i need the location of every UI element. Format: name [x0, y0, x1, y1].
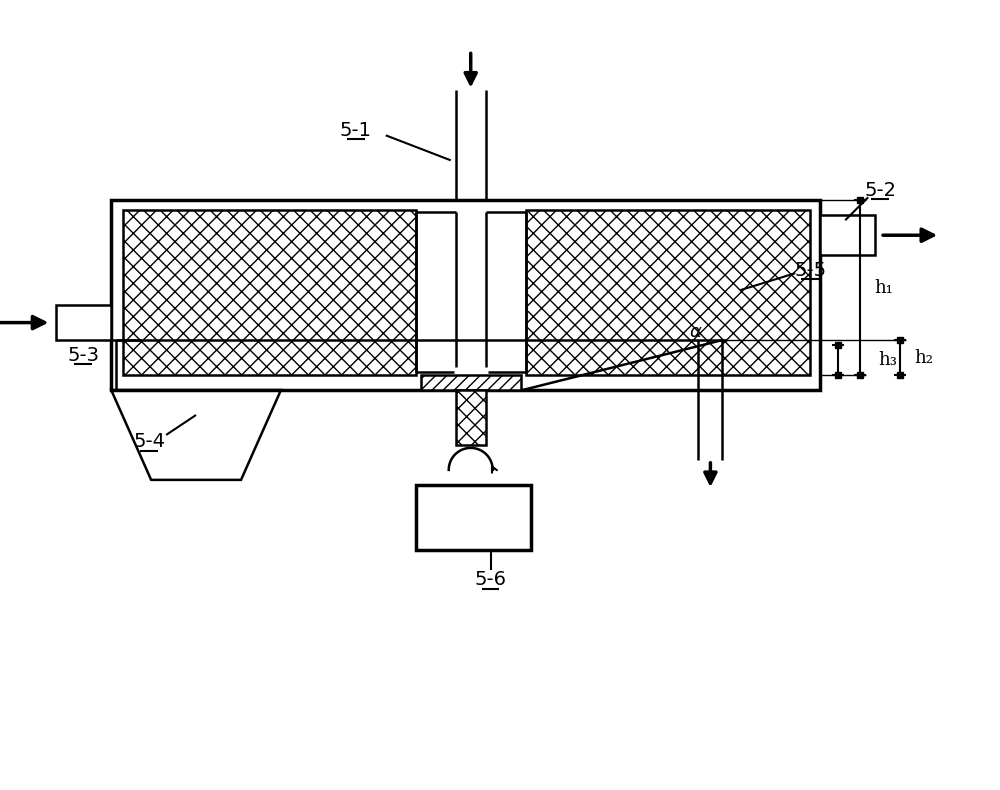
Text: h₂: h₂: [914, 348, 933, 367]
Bar: [456, 390, 486, 445]
Text: $\alpha$: $\alpha$: [689, 323, 702, 341]
Bar: [111, 200, 820, 390]
Text: h₁: h₁: [874, 279, 893, 297]
Text: 5-4: 5-4: [133, 432, 165, 451]
Text: h₃: h₃: [878, 351, 897, 369]
Bar: [421, 375, 521, 390]
Text: 5-5: 5-5: [794, 261, 826, 280]
Bar: [56, 305, 111, 340]
Text: 5-1: 5-1: [340, 121, 372, 140]
Text: 5-3: 5-3: [67, 345, 99, 364]
Bar: [820, 215, 875, 255]
Bar: [526, 210, 810, 375]
Text: 5-2: 5-2: [864, 181, 896, 200]
Bar: [416, 485, 531, 550]
Text: 5-6: 5-6: [475, 570, 507, 589]
Bar: [123, 210, 416, 375]
